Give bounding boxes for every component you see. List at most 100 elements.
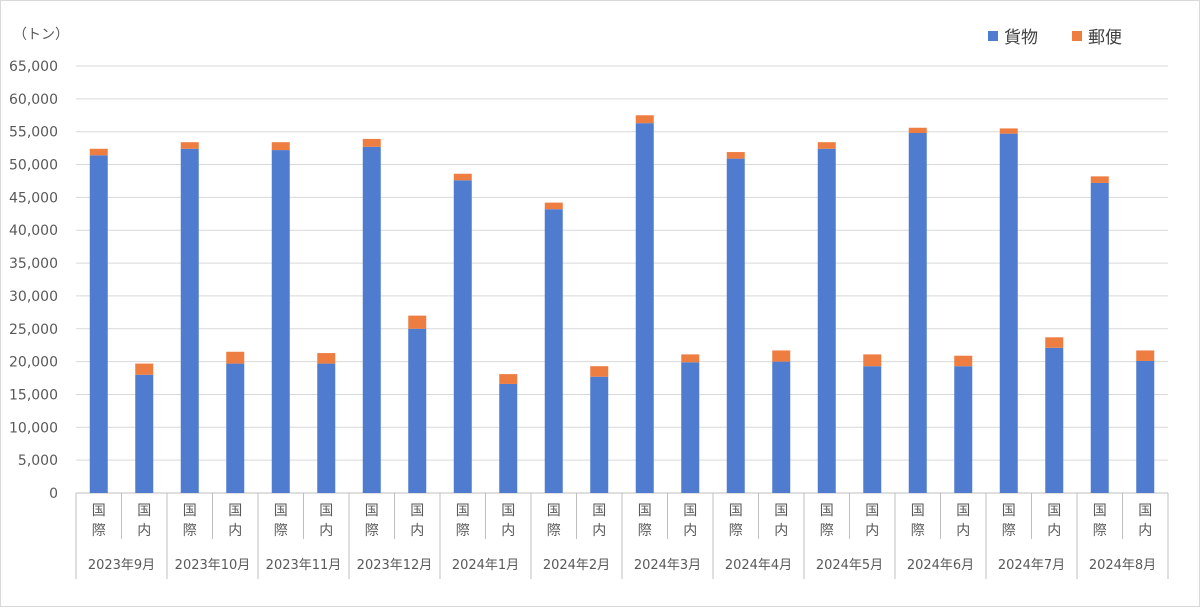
x-subcategory-label: 国: [820, 503, 834, 519]
x-subcategory-label: 国: [365, 503, 379, 519]
x-group-label: 2024年8月: [1089, 558, 1156, 573]
x-subcategory-label: 内: [865, 523, 879, 539]
bar-mail: [863, 354, 882, 367]
bar-mail: [408, 315, 427, 329]
x-group-label: 2024年5月: [816, 558, 883, 573]
x-subcategory-label: 際: [820, 523, 834, 539]
bar-cargo: [999, 133, 1018, 493]
x-subcategory-label: 国: [774, 503, 788, 519]
bar-mail: [499, 374, 518, 384]
x-subcategory-label: 国: [638, 503, 652, 519]
x-subcategory-label: 国: [729, 503, 743, 519]
x-subcategory-label: 国: [228, 503, 242, 519]
x-subcategory-label: 国: [1138, 503, 1152, 519]
x-group-label: 2024年4月: [725, 558, 792, 573]
x-subcategory-label: 内: [774, 523, 788, 539]
y-unit-label: （トン）: [13, 27, 69, 43]
x-group-label: 2024年2月: [543, 558, 610, 573]
x-subcategory-label: 内: [137, 523, 151, 539]
bar-cargo: [635, 123, 654, 493]
bar-cargo: [817, 148, 836, 493]
bar-cargo: [1045, 347, 1064, 493]
x-subcategory-label: 際: [1093, 523, 1107, 539]
x-subcategory-label: 国: [319, 503, 333, 519]
x-subcategory-label: 内: [683, 523, 697, 539]
bar-cargo: [362, 146, 381, 493]
bar-mail: [817, 142, 836, 149]
x-subcategory-label: 際: [729, 523, 743, 539]
x-subcategory-label: 国: [456, 503, 470, 519]
bar-cargo: [180, 148, 199, 493]
x-subcategory-label: 際: [274, 523, 288, 539]
bar-mail: [89, 148, 108, 156]
x-subcategory-label: 国: [501, 503, 515, 519]
bar-mail: [772, 350, 791, 362]
x-subcategory-label: 国: [911, 503, 925, 519]
bar-cargo: [499, 383, 518, 493]
x-subcategory-label: 際: [365, 523, 379, 539]
bar-cargo: [408, 328, 427, 493]
x-subcategory-label: 国: [92, 503, 106, 519]
bar-cargo: [1090, 182, 1109, 493]
bar-mail: [590, 366, 609, 377]
y-tick-label: 55,000: [9, 125, 58, 141]
legend-label: 郵便: [1088, 28, 1122, 48]
bar-mail: [635, 115, 654, 124]
y-tick-label: 10,000: [9, 420, 58, 436]
x-subcategory-label: 内: [501, 523, 515, 539]
legend-swatch: [1072, 31, 1082, 41]
x-group-label: 2023年10月: [175, 558, 251, 573]
bar-cargo: [726, 158, 745, 493]
x-group-label: 2023年11月: [266, 558, 342, 573]
bar-mail: [453, 173, 472, 181]
bar-cargo: [681, 362, 700, 493]
bar-mail: [1045, 337, 1064, 348]
x-subcategory-label: 国: [1002, 503, 1016, 519]
x-group-label: 2024年1月: [452, 558, 519, 573]
x-subcategory-label: 内: [228, 523, 242, 539]
bar-cargo: [954, 366, 973, 493]
y-tick-label: 40,000: [9, 223, 58, 239]
x-subcategory-label: 内: [1138, 523, 1152, 539]
y-tick-label: 60,000: [9, 92, 58, 108]
bar-mail: [226, 351, 245, 364]
bar-cargo: [271, 150, 290, 493]
bar-cargo: [544, 209, 563, 493]
bar-mail: [999, 128, 1018, 134]
x-group-label: 2023年9月: [88, 558, 155, 573]
x-subcategory-label: 国: [683, 503, 697, 519]
bar-mail: [908, 127, 927, 134]
x-subcategory-label: 内: [1047, 523, 1061, 539]
y-tick-label: 25,000: [9, 322, 58, 338]
y-tick-label: 5,000: [18, 453, 58, 469]
bar-cargo: [908, 133, 927, 493]
bar-mail: [1136, 350, 1155, 361]
x-subcategory-label: 内: [592, 523, 606, 539]
y-tick-label: 20,000: [9, 355, 58, 371]
x-subcategory-label: 国: [547, 503, 561, 519]
x-subcategory-label: 国: [1047, 503, 1061, 519]
bar-cargo: [1136, 360, 1155, 493]
y-tick-label: 15,000: [9, 387, 58, 403]
bar-mail: [135, 363, 154, 375]
y-tick-label: 50,000: [9, 158, 58, 174]
x-subcategory-label: 国: [410, 503, 424, 519]
x-subcategory-label: 内: [956, 523, 970, 539]
bar-cargo: [863, 366, 882, 493]
x-subcategory-label: 際: [183, 523, 197, 539]
bar-mail: [271, 142, 290, 151]
x-subcategory-label: 国: [1093, 503, 1107, 519]
x-subcategory-label: 国: [137, 503, 151, 519]
bar-cargo: [317, 363, 336, 493]
bar-mail: [681, 354, 700, 363]
x-subcategory-label: 国: [183, 503, 197, 519]
x-subcategory-label: 際: [1002, 523, 1016, 539]
bar-mail: [317, 353, 336, 364]
bar-cargo: [772, 361, 791, 493]
legend-swatch: [988, 31, 998, 41]
x-group-label: 2024年7月: [998, 558, 1065, 573]
legend-label: 貨物: [1004, 28, 1038, 48]
bar-cargo: [135, 374, 154, 493]
